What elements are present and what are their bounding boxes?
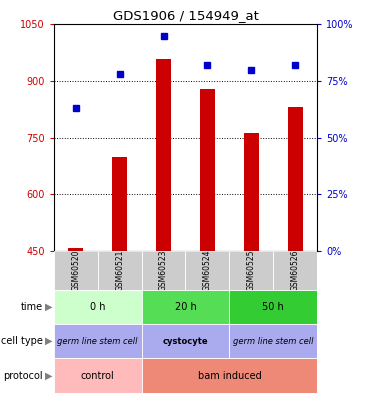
Bar [229, 251, 273, 290]
Text: time: time [20, 302, 43, 312]
Text: GSM60526: GSM60526 [291, 249, 300, 291]
Text: GSM60524: GSM60524 [203, 249, 212, 291]
Text: 0 h: 0 h [90, 302, 105, 312]
Bar [156, 59, 171, 251]
Text: ▶: ▶ [45, 371, 52, 381]
Bar [273, 251, 317, 290]
Text: cell type: cell type [1, 336, 43, 346]
Text: GSM60521: GSM60521 [115, 249, 124, 291]
Bar [142, 324, 229, 358]
Text: GSM60520: GSM60520 [71, 249, 80, 291]
Bar [54, 324, 142, 358]
Bar [186, 251, 229, 290]
Text: GSM60523: GSM60523 [159, 249, 168, 291]
Text: bam induced: bam induced [197, 371, 261, 381]
Text: protocol: protocol [3, 371, 43, 381]
Text: 50 h: 50 h [262, 302, 284, 312]
Bar [54, 251, 98, 290]
Bar [142, 251, 186, 290]
Text: ▶: ▶ [45, 336, 52, 346]
Bar [54, 290, 142, 324]
Bar [142, 358, 317, 393]
Text: ▶: ▶ [45, 302, 52, 312]
Text: germ line stem cell: germ line stem cell [58, 337, 138, 346]
Text: control: control [81, 371, 115, 381]
Bar [68, 248, 83, 251]
Bar [288, 107, 303, 251]
Bar [200, 90, 215, 251]
Bar [229, 324, 317, 358]
Title: GDS1906 / 154949_at: GDS1906 / 154949_at [112, 9, 259, 22]
Text: germ line stem cell: germ line stem cell [233, 337, 313, 346]
Bar [244, 133, 259, 251]
Text: cystocyte: cystocyte [163, 337, 208, 346]
Bar [229, 290, 317, 324]
Text: GSM60525: GSM60525 [247, 249, 256, 291]
Text: 20 h: 20 h [175, 302, 196, 312]
Bar [54, 358, 142, 393]
Bar [112, 157, 127, 251]
Bar [142, 290, 229, 324]
Bar [98, 251, 142, 290]
